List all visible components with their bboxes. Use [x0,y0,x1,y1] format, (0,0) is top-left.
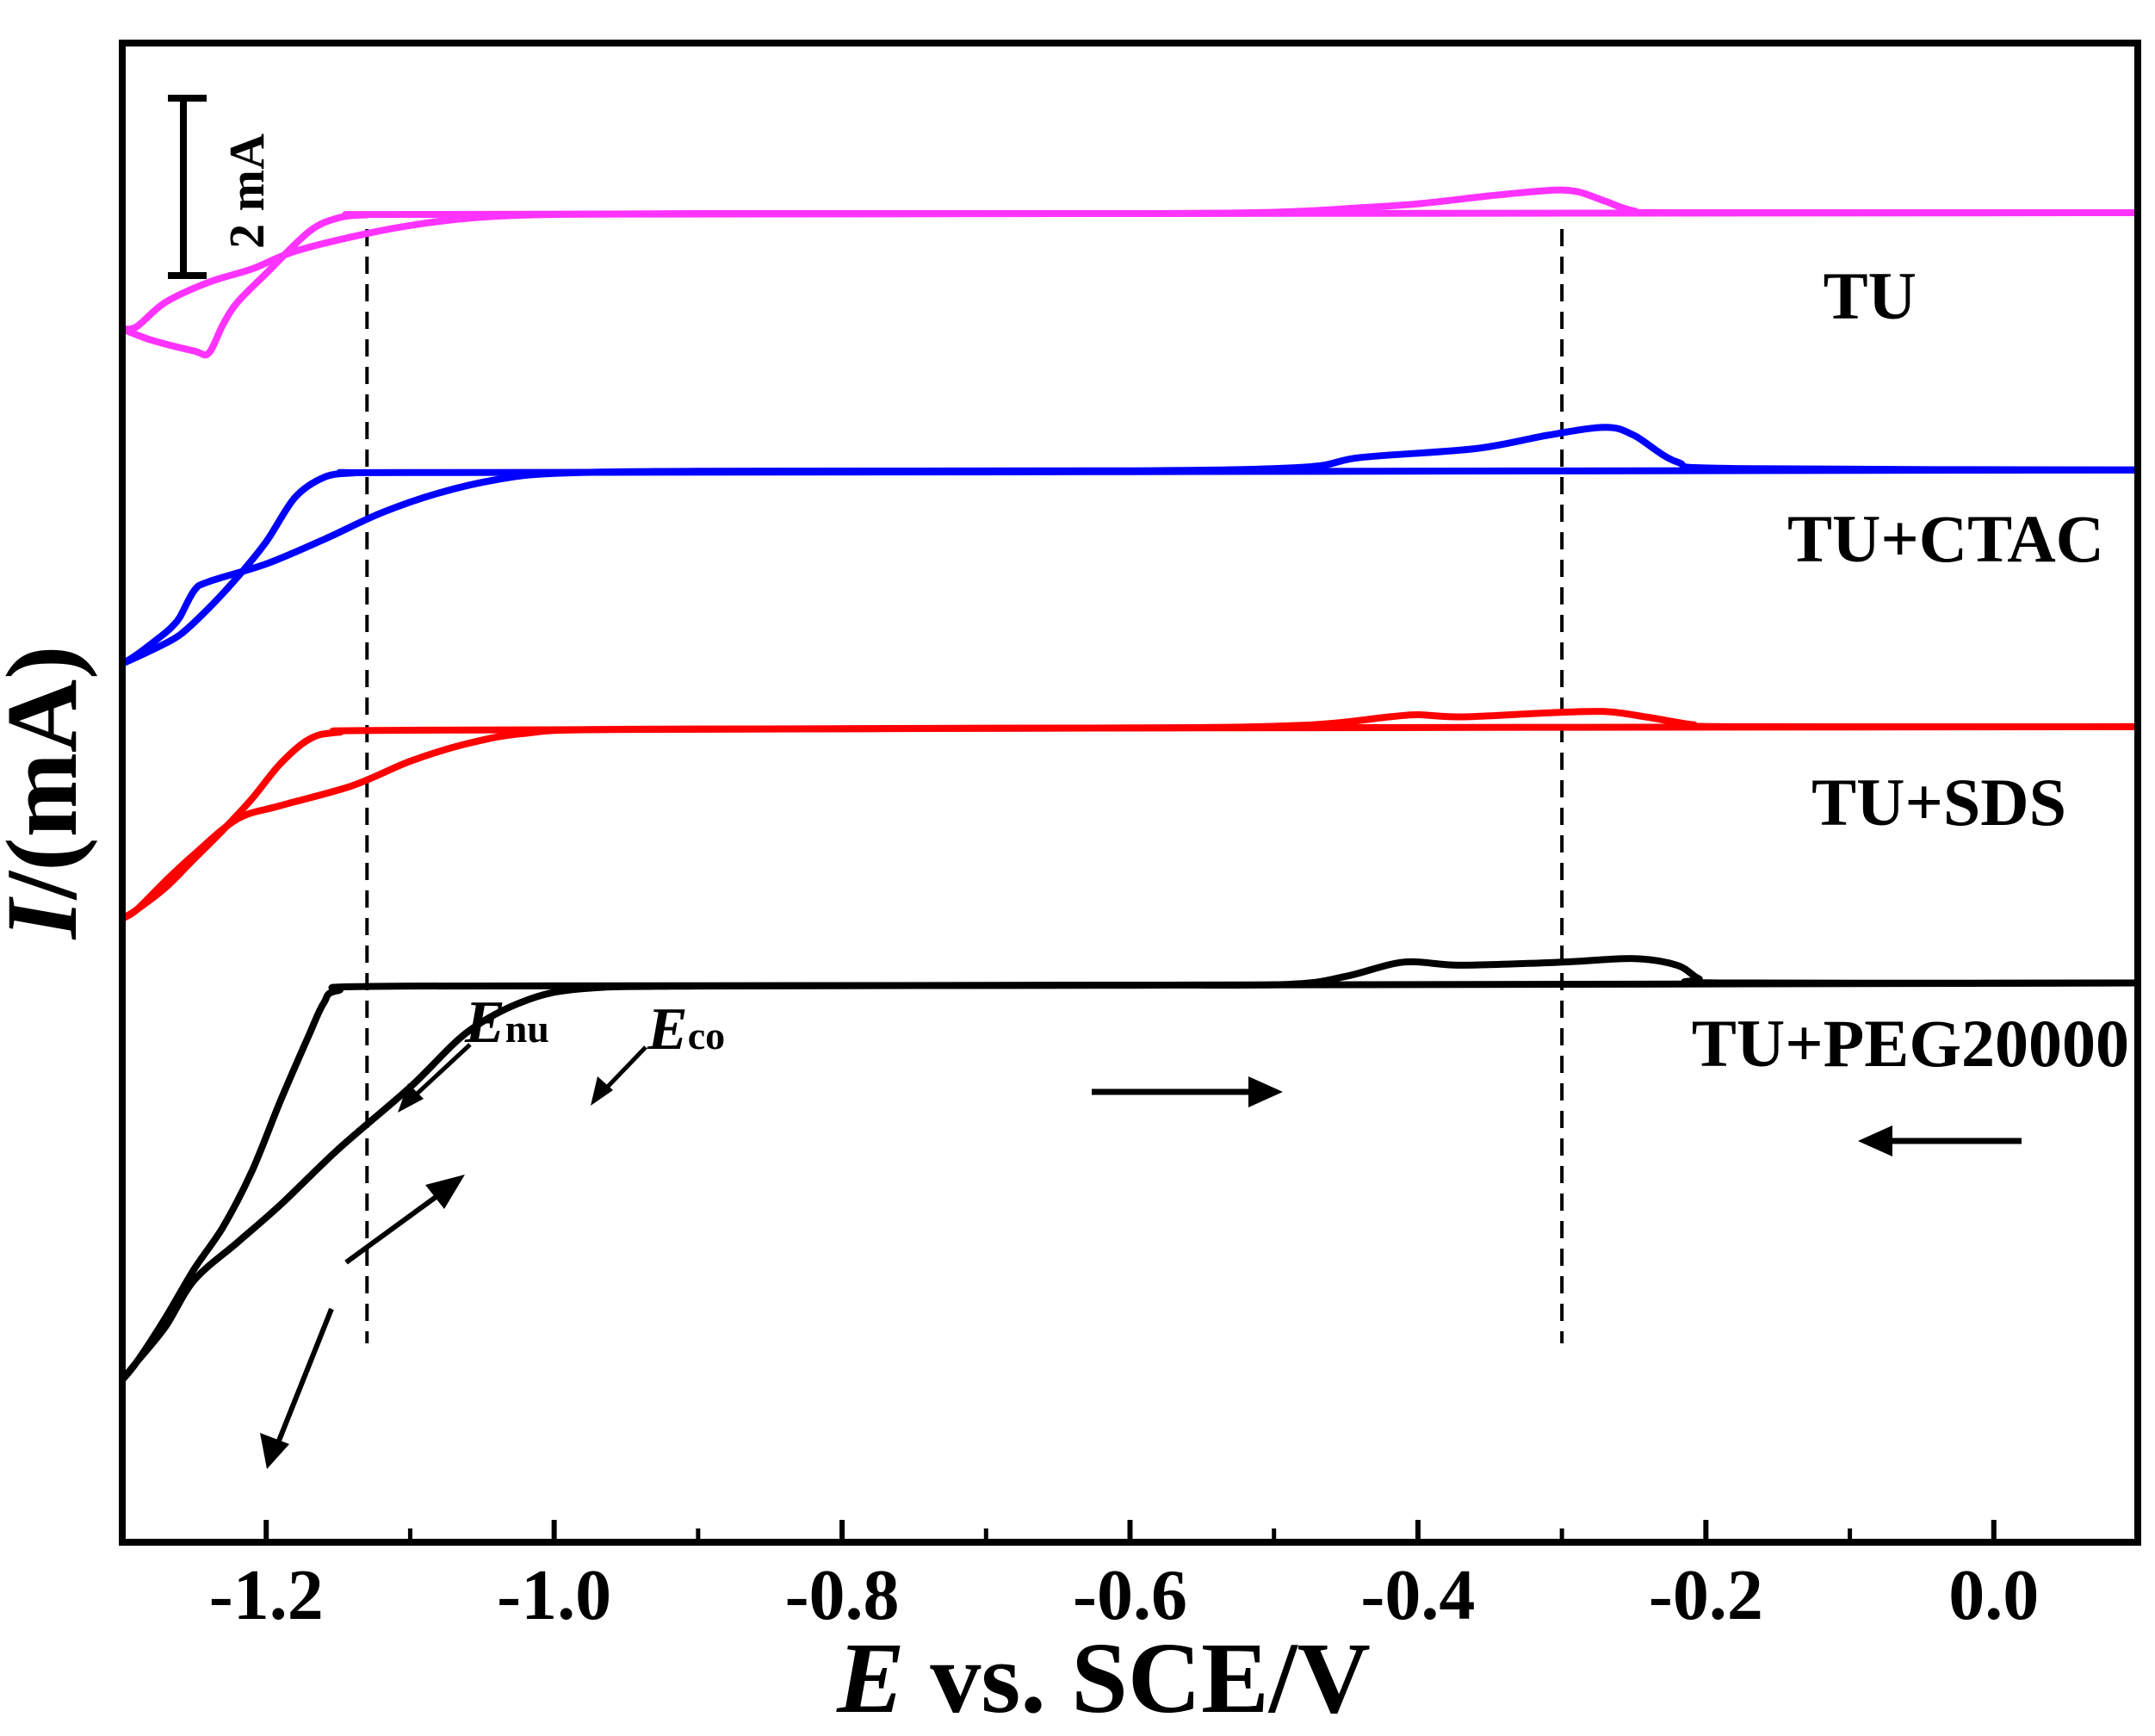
series-tu-ctac [119,424,2141,667]
e-co-pointer-arrow [591,1045,647,1106]
series-label-tu: TU [1824,258,1917,333]
x-tick-label-6: 0.0 [1948,1555,2039,1635]
series-tu-reverse-scan [119,209,2141,359]
scale-bar: 2 mA [168,95,275,279]
e-nu-pointer-arrow [398,1043,472,1113]
anodic-scan-arrow [344,1175,465,1265]
series-tu [119,186,2141,359]
x-tick-label-2: -0.8 [785,1555,900,1635]
annotation-e-co: Eco [647,996,725,1063]
series-tu-peg20000-reverse-scan [119,979,2141,1384]
x-tick-label-1: -1.0 [497,1555,611,1635]
reference-lines [365,229,1564,1343]
x-axis-label: E vs. SCE/V [836,1621,1371,1734]
series-label-tu-sds: TU+SDS [1811,765,2066,840]
series-tu-peg20000 [119,955,2141,1384]
forward-scan-arrow-top [1092,1076,1283,1107]
x-tick-label-4: -0.4 [1360,1555,1475,1635]
y-axis-label: I/(mA) [0,646,98,941]
series-tu-sds [119,708,2141,922]
x-tick-label-0: -1.2 [209,1555,324,1635]
series-curves [119,186,2141,1384]
series-label-tu-ctac: TU+CTAC [1787,501,2104,576]
annotation-e-nu: Enu [464,989,549,1056]
series-tu-sds-reverse-scan [119,722,2141,922]
x-tick-label-5: -0.2 [1649,1555,1763,1635]
x-axis-ticks: -1.2 -1.0 -0.8 -0.6 -0.4 -0.2 0.0 [120,1520,2140,1635]
x-tick-label-3: -0.6 [1073,1555,1187,1635]
cathodic-scan-arrow [260,1307,334,1469]
reverse-scan-arrow-right [1858,1125,2022,1156]
chart-text: TU TU+CTAC TU+SDS TU+PEG20000 Enu Eco 2 … [0,95,2129,1734]
series-label-tu-peg20000: TU+PEG20000 [1692,1006,2129,1081]
annotations [260,1043,2022,1469]
scale-bar-label: 2 mA [219,133,275,249]
series-tu-ctac-reverse-scan [119,466,2141,667]
